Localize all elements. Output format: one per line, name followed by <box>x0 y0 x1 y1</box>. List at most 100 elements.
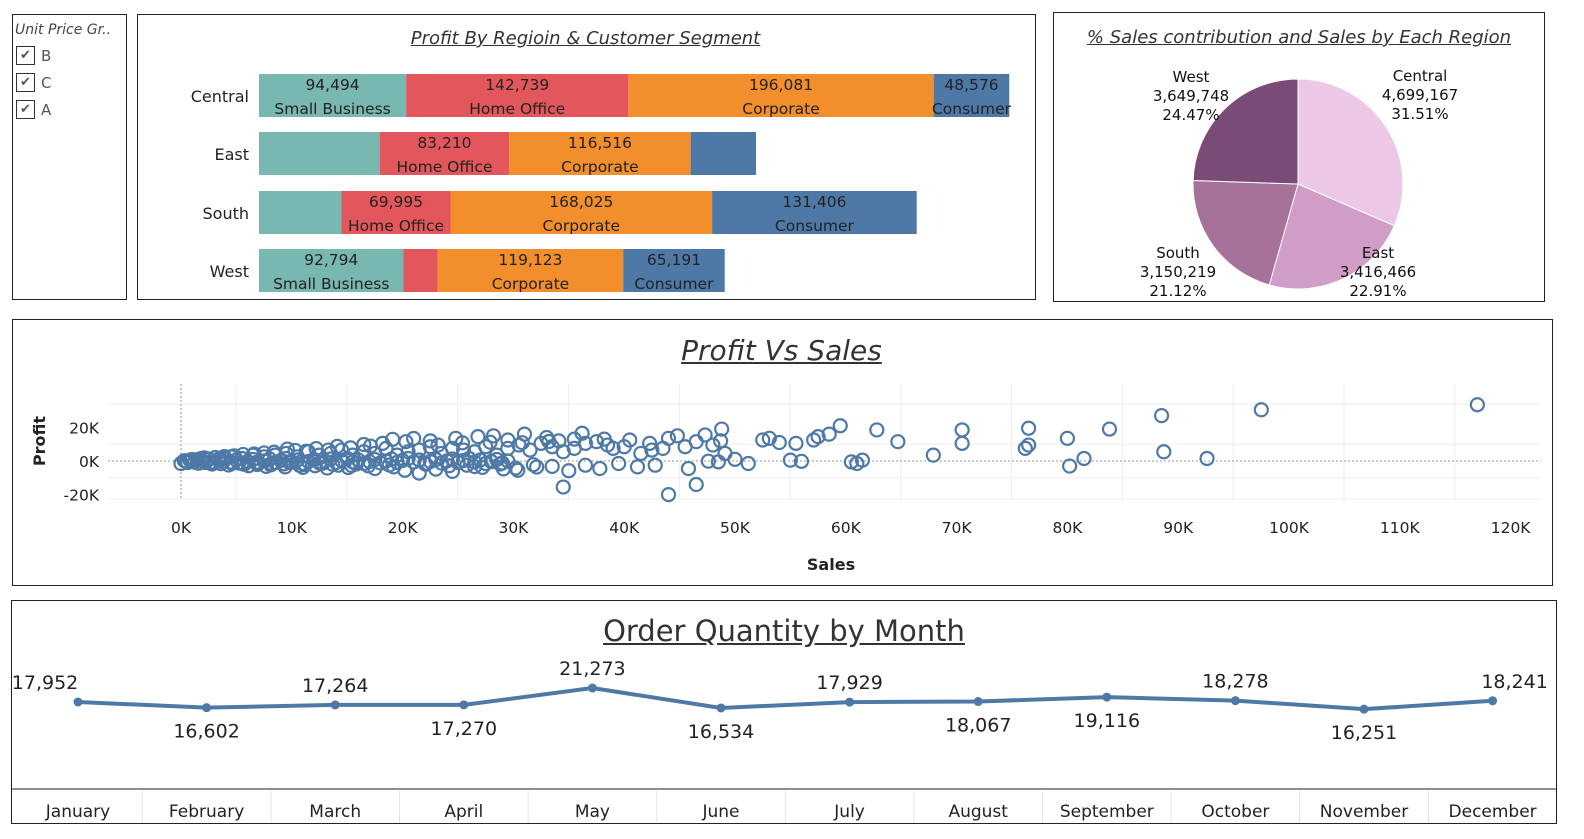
scatter-point <box>362 438 379 454</box>
scatter-point <box>1021 420 1037 436</box>
checkbox[interactable]: ✔ <box>16 73 35 92</box>
scatter-point <box>854 452 871 468</box>
scatter-point <box>1153 408 1170 424</box>
scatter-point <box>806 432 822 448</box>
filter-option-label: C <box>41 73 52 92</box>
bar-value-label: 196,081 <box>749 76 813 94</box>
scatter-point <box>561 463 577 479</box>
scatter-point <box>482 434 498 450</box>
scatter-point <box>925 447 941 463</box>
pie-slice <box>1192 179 1299 286</box>
month-label: January <box>45 802 110 822</box>
scatter-point <box>574 425 590 441</box>
filter-option-c[interactable]: ✔ C <box>13 69 126 96</box>
scatter-point <box>782 452 799 468</box>
line-value-label: 17,270 <box>431 718 497 740</box>
scatter-point <box>793 453 810 469</box>
month-label: October <box>1201 802 1269 822</box>
line-point <box>973 697 983 707</box>
scatter-point <box>717 445 733 462</box>
bar-value-label: 92,794 <box>304 251 358 269</box>
scatter-point <box>954 422 970 438</box>
scatter-point <box>470 429 486 445</box>
bar-segment-label: Consumer <box>775 217 855 235</box>
scatter-point <box>1199 450 1215 467</box>
bar-category-label: East <box>214 145 249 164</box>
filter-title: Unit Price Gr.. <box>15 22 112 38</box>
bar-value-label: 48,576 <box>944 76 998 94</box>
bar-segment <box>690 132 757 175</box>
month-label: April <box>444 802 483 822</box>
line-value-label: 16,602 <box>173 721 239 743</box>
line-panel: Order Quantity by Month 17,952 16,602 17,2… <box>11 600 1557 824</box>
line-value-label: 16,251 <box>1331 722 1397 744</box>
bar-value-label: 131,406 <box>782 193 846 211</box>
bar-segment <box>259 74 407 117</box>
scatter-point <box>622 432 638 448</box>
scatter-point <box>680 460 697 477</box>
x-tick-label: 0K <box>171 519 192 537</box>
month-label: June <box>701 802 739 822</box>
scatter-point <box>516 426 533 442</box>
scatter-point <box>1062 458 1078 474</box>
bar-segment-label: Small Business <box>273 275 389 293</box>
scatter-point <box>342 440 359 456</box>
pie-slice <box>1268 183 1396 290</box>
line-point <box>202 703 212 713</box>
bar-chart-title: Profit By Regioin & Customer Segment <box>410 28 761 49</box>
filter-option-b[interactable]: ✔ B <box>13 42 126 69</box>
scatter-point <box>500 432 516 448</box>
bar-segment-label: Home Office <box>396 158 492 176</box>
filter-option-a[interactable]: ✔ A <box>13 96 126 123</box>
month-label: September <box>1060 802 1154 822</box>
scatter-point <box>406 430 422 447</box>
bar-category-label: Central <box>191 87 249 106</box>
scatter-point <box>577 457 594 473</box>
pie-chart-title: % Sales contribution and Sales by Each R… <box>1086 27 1512 48</box>
scatter-point <box>633 445 649 462</box>
bar-segment <box>712 191 917 234</box>
x-tick-label: 50K <box>720 519 751 537</box>
pie-label: 4,699,167 <box>1382 86 1458 104</box>
scatter-point <box>385 431 401 447</box>
bar-value-label: 119,123 <box>498 251 562 269</box>
line-point <box>845 697 855 707</box>
scatter-point <box>890 434 906 450</box>
scatter-point <box>669 428 685 444</box>
line-point <box>1102 692 1112 702</box>
checkbox[interactable]: ✔ <box>16 100 35 119</box>
scatter-point <box>551 433 567 449</box>
bar-value-label: 116,516 <box>568 134 632 152</box>
line-point <box>1230 696 1240 706</box>
y-tick-label: 20K <box>69 419 100 437</box>
scatter-point <box>1059 430 1076 446</box>
x-axis-label: Sales <box>807 555 855 574</box>
scatter-point <box>279 441 295 457</box>
checkbox[interactable]: ✔ <box>16 46 35 65</box>
bar-segment-label: Corporate <box>742 100 820 118</box>
bar-segment-label: Home Office <box>348 217 444 235</box>
scatter-point <box>869 422 885 438</box>
pie-label: 22.91% <box>1349 282 1406 299</box>
line-point <box>1359 704 1369 714</box>
month-label: February <box>169 802 244 822</box>
line-value-label: 17,952 <box>12 672 78 694</box>
scatter-point <box>700 453 717 469</box>
bar-value-label: 168,025 <box>549 193 613 211</box>
scatter-point <box>611 455 627 472</box>
scatter-point <box>714 421 730 437</box>
line-value-label: 21,273 <box>559 658 625 680</box>
scatter-point <box>541 433 557 450</box>
scatter-point <box>596 431 612 447</box>
line-value-label: 17,264 <box>302 675 368 697</box>
pie-slice <box>1192 78 1299 185</box>
scatter-point <box>529 459 545 475</box>
scatter-point <box>1469 397 1485 413</box>
bar-segment <box>341 191 451 234</box>
month-label: November <box>1320 802 1408 822</box>
scatter-point <box>697 427 713 443</box>
scatter-title: Profit Vs Sales <box>681 334 882 367</box>
bar-category-label: South <box>203 204 250 223</box>
pie-chart-panel: % Sales contribution and Sales by Each R… <box>1053 12 1545 302</box>
scatter-point <box>1101 421 1118 437</box>
